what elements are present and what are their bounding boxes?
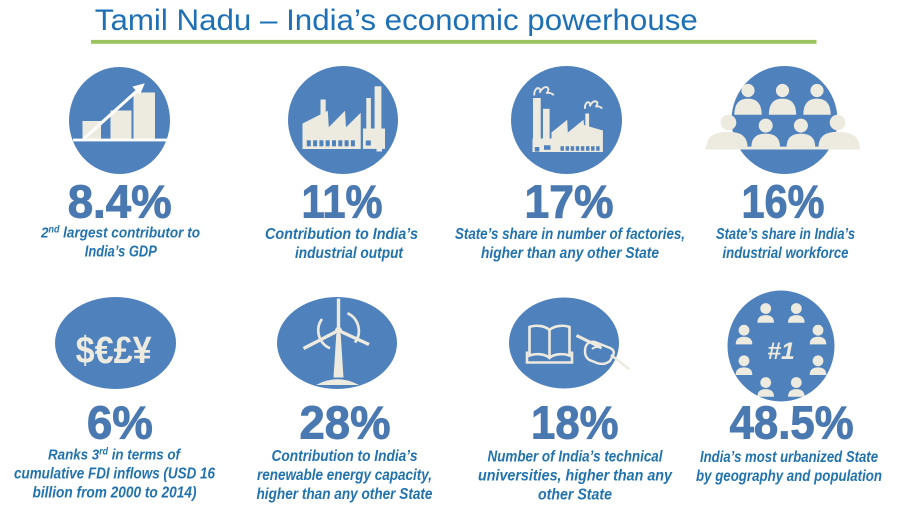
svg-text:18%: 18% <box>531 397 619 449</box>
svg-text:cumulative FDI inflows (USD 16: cumulative FDI inflows (USD 16 <box>14 466 215 483</box>
svg-text:Tamil Nadu – India’s economic: Tamil Nadu – India’s economic powerhouse <box>95 4 698 37</box>
svg-text:48.5%: 48.5% <box>730 397 854 449</box>
svg-text:$€£¥: $€£¥ <box>76 330 152 372</box>
svg-text:16%: 16% <box>742 176 825 228</box>
svg-text:6%: 6% <box>87 397 153 449</box>
svg-text:India’s most urbanized State: India’s most urbanized State <box>700 449 878 466</box>
svg-text:Contribution to India’s: Contribution to India’s <box>265 226 418 243</box>
svg-text:State’s share in number of fac: State’s share in number of factories, <box>455 226 685 243</box>
svg-text:by geography and population: by geography and population <box>696 468 882 485</box>
svg-text:#1: #1 <box>767 338 795 365</box>
svg-text:State’s share in India’s: State’s share in India’s <box>716 226 855 243</box>
svg-text:industrial workforce: industrial workforce <box>723 245 849 262</box>
svg-text:industrial output: industrial output <box>295 245 404 262</box>
svg-text:8.4%: 8.4% <box>68 176 172 228</box>
svg-text:billion from 2000 to 2014): billion from 2000 to 2014) <box>33 485 197 502</box>
svg-text:Contribution to India’s: Contribution to India’s <box>272 448 418 465</box>
svg-text:Number of India’s technical: Number of India’s technical <box>488 449 664 466</box>
svg-text:India’s GDP: India’s GDP <box>85 244 157 261</box>
svg-text:28%: 28% <box>300 397 391 449</box>
svg-text:Ranks 3rd in terms of: Ranks 3rd in terms of <box>48 447 182 464</box>
svg-text:higher than any other State: higher than any other State <box>257 486 433 503</box>
svg-text:2nd largest contributor to: 2nd largest contributor to <box>40 225 200 242</box>
svg-text:higher than any other State: higher than any other State <box>481 245 659 262</box>
svg-text:17%: 17% <box>525 176 614 228</box>
svg-text:other State: other State <box>538 487 612 504</box>
svg-text:11%: 11% <box>302 176 383 228</box>
svg-text:renewable energy capacity,: renewable energy capacity, <box>257 467 432 484</box>
svg-text:universities, higher than any: universities, higher than any <box>478 468 673 485</box>
